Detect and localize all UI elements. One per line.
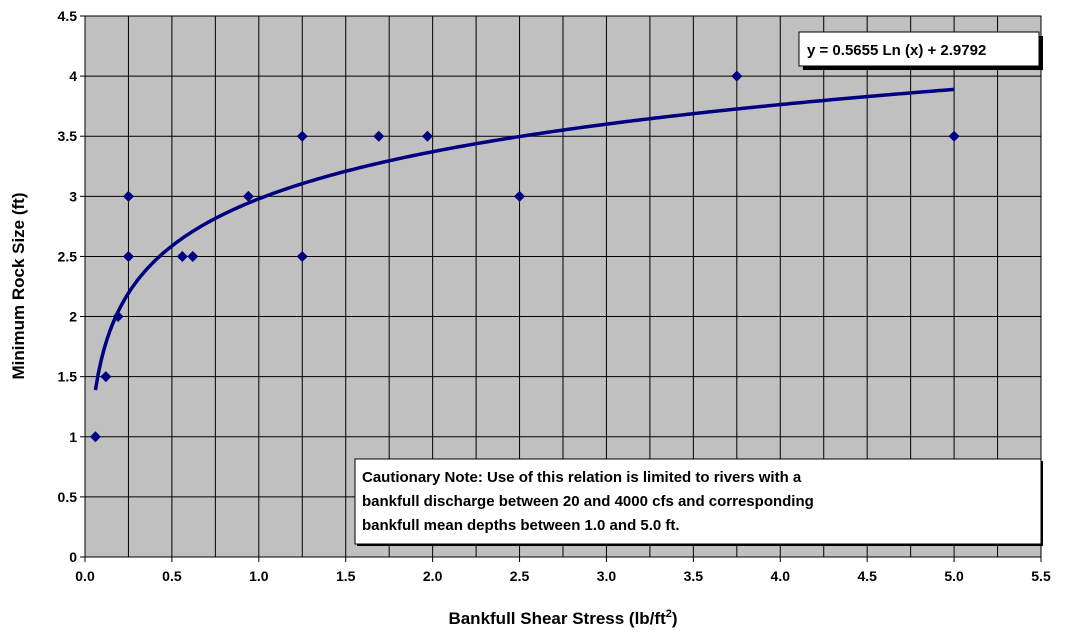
- data-point: [122, 250, 134, 262]
- data-points: [89, 70, 960, 443]
- trendline: [93, 87, 955, 391]
- x-tick-label: 4.5: [857, 568, 877, 584]
- y-tick-label: 0: [69, 549, 77, 565]
- y-tick-label: 2: [69, 309, 77, 325]
- note-line-1: Cautionary Note: Use of this relation is…: [362, 469, 802, 486]
- data-point: [296, 250, 308, 262]
- data-point: [187, 250, 199, 262]
- y-tick-label: 3: [69, 188, 77, 204]
- y-tick-label: 0.5: [58, 489, 78, 505]
- data-point: [296, 130, 308, 142]
- y-tick-label: 4.5: [58, 8, 78, 24]
- y-tick-label: 2.5: [58, 248, 78, 264]
- data-point: [242, 190, 254, 202]
- data-point: [373, 130, 385, 142]
- y-axis-title: Minimum Rock Size (ft): [9, 192, 28, 379]
- y-axis-ticks: 0 0.5 1 1.5 2 2.5 3 3.5 4 4.5: [58, 8, 85, 565]
- y-tick-label: 1.5: [58, 369, 78, 385]
- y-tick-label: 1: [69, 429, 77, 445]
- x-tick-label: 1.5: [336, 568, 356, 584]
- note-line-2: bankfull discharge between 20 and 4000 c…: [362, 493, 814, 510]
- x-tick-label: 1.0: [249, 568, 269, 584]
- data-point: [421, 130, 433, 142]
- data-point: [89, 431, 101, 443]
- equation-label: y = 0.5655 Ln (x) + 2.9792: [807, 42, 986, 59]
- y-tick-label: 3.5: [58, 128, 78, 144]
- data-point: [100, 371, 112, 383]
- x-tick-label: 4.0: [771, 568, 791, 584]
- x-tick-label: 2.0: [423, 568, 443, 584]
- equation-box: y = 0.5655 Ln (x) + 2.9792: [798, 31, 1043, 70]
- data-point: [948, 130, 960, 142]
- x-tick-label: 0.0: [75, 568, 95, 584]
- x-tick-label: 5.5: [1031, 568, 1051, 584]
- x-tick-label: 2.5: [510, 568, 530, 584]
- x-tick-label: 0.5: [162, 568, 182, 584]
- y-tick-label: 4: [69, 68, 77, 84]
- cautionary-note-box: Cautionary Note: Use of this relation is…: [354, 458, 1043, 546]
- data-point: [514, 190, 526, 202]
- data-point: [112, 311, 124, 323]
- x-tick-label: 3.5: [684, 568, 704, 584]
- x-tick-label: 5.0: [944, 568, 964, 584]
- data-point: [731, 70, 743, 82]
- data-point: [122, 190, 134, 202]
- note-line-3: bankfull mean depths between 1.0 and 5.0…: [362, 517, 680, 534]
- x-tick-label: 3.0: [597, 568, 617, 584]
- data-point: [176, 250, 188, 262]
- x-axis-ticks: 0.0 0.5 1.0 1.5 2.0 2.5 3.0 3.5 4.0 4.5 5.0 5.5: [75, 557, 1051, 584]
- x-axis-title: Bankfull Shear Stress (lb/ft2): [448, 608, 677, 628]
